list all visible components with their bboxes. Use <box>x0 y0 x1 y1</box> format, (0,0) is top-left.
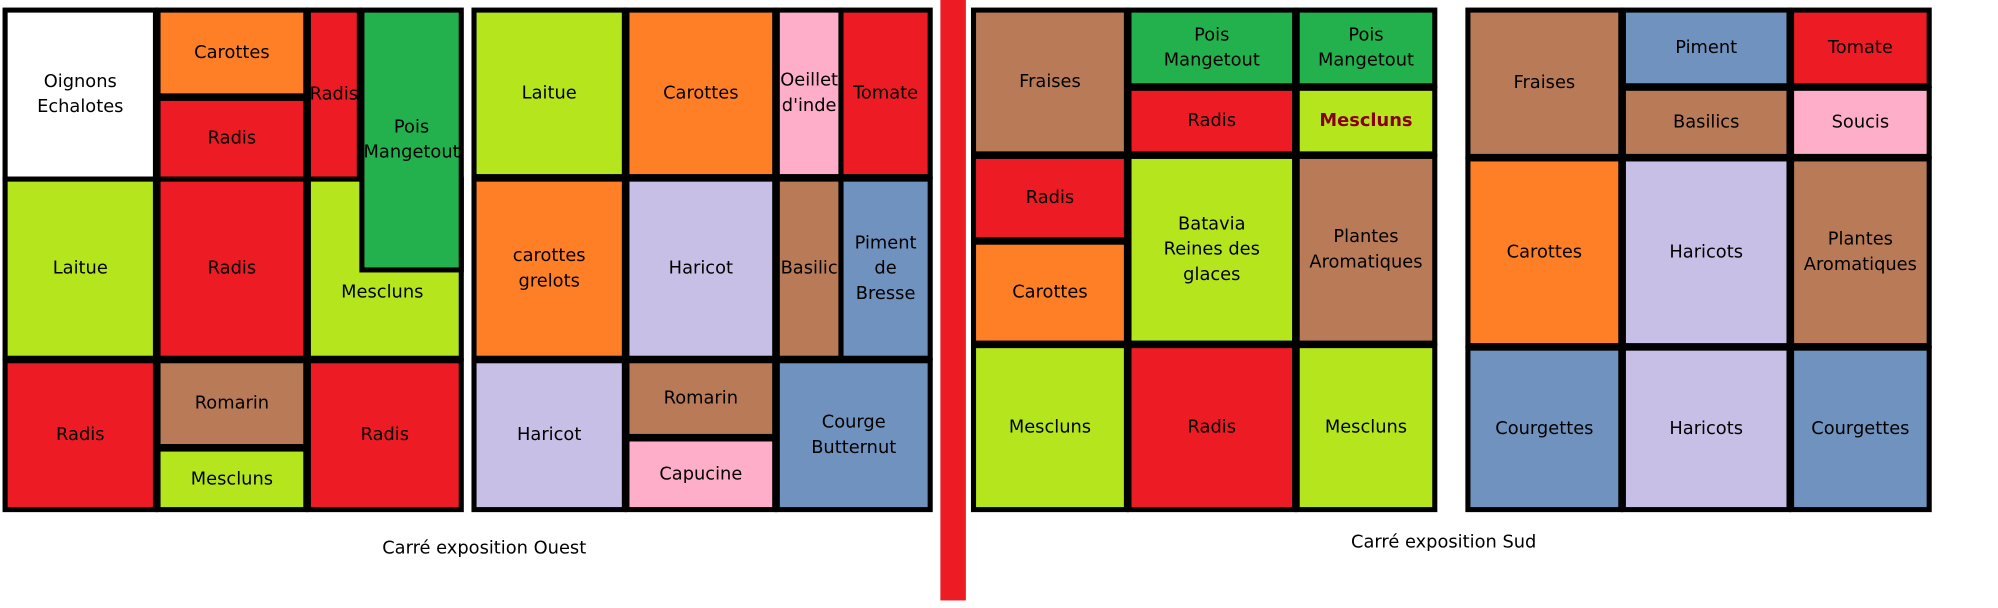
plot-label: grelots <box>519 271 580 291</box>
plot-label: Courgettes <box>1811 419 1909 439</box>
plot-label: Mescluns <box>191 469 273 489</box>
plot-label: d'inde <box>782 96 837 116</box>
plot-label: Courge <box>822 413 886 433</box>
plot <box>155 446 309 513</box>
plot-label: Echalotes <box>37 97 123 117</box>
plot <box>155 358 309 450</box>
plot-label: Oignons <box>44 72 117 92</box>
plot <box>1465 345 1624 513</box>
plot <box>1620 345 1792 513</box>
plot-label: Mescluns <box>341 283 423 303</box>
plot-label: Haricots <box>1669 242 1743 262</box>
plot <box>1789 156 1932 349</box>
plot-label: Romarin <box>195 394 269 414</box>
plot-label: Radis <box>1188 111 1236 131</box>
plot-label: Mescluns <box>1319 111 1412 131</box>
plot-label: Laitue <box>53 259 108 279</box>
plot-label: Bresse <box>856 284 916 304</box>
plot-label: Mangetout <box>364 143 460 163</box>
plot-label: Aromatiques <box>1309 252 1422 272</box>
plot <box>838 176 933 361</box>
plot <box>624 436 778 513</box>
plot-label: Piment <box>855 234 917 254</box>
plot <box>471 358 627 513</box>
plot <box>359 7 464 273</box>
plot-label: Radis <box>1026 188 1074 208</box>
plot-label: Butternut <box>811 438 896 458</box>
plot-label: Tomate <box>1827 38 1893 58</box>
plot <box>2 358 159 513</box>
plot-label: Haricot <box>517 425 581 445</box>
plot <box>624 7 778 180</box>
plot <box>970 7 1129 157</box>
plot-label: Carottes <box>1507 242 1582 262</box>
plot-label: Radis <box>208 129 256 149</box>
plot-label: Radis <box>208 259 256 279</box>
plot-label: Romarin <box>664 389 738 409</box>
plot-label: Batavia <box>1178 215 1245 235</box>
plot-label: Pois <box>1348 25 1383 45</box>
plot-label: Mescluns <box>1009 418 1091 438</box>
plot-label: Haricots <box>1669 419 1743 439</box>
plot <box>305 358 464 513</box>
plot <box>1294 153 1438 346</box>
plot <box>774 358 933 513</box>
plot <box>774 7 844 180</box>
plot <box>1789 345 1932 513</box>
plot-label: Oeillet <box>780 71 838 91</box>
plot <box>471 176 627 361</box>
plot <box>624 176 778 361</box>
plot-label: Haricot <box>669 259 733 279</box>
plot-label: Capucine <box>659 464 742 484</box>
caption: Carré exposition Ouest <box>382 539 586 559</box>
plot-label: Fraises <box>1019 72 1081 92</box>
plot-label: Carottes <box>194 43 269 63</box>
plot-label: Carottes <box>1012 283 1087 303</box>
plot <box>970 153 1129 243</box>
plot-label: Carottes <box>663 83 738 103</box>
plot <box>1789 85 1932 159</box>
plot <box>1465 7 1624 159</box>
plot-label: Mangetout <box>1318 51 1414 71</box>
plot <box>1126 7 1298 89</box>
plot <box>1294 343 1438 513</box>
plot-label: Radis <box>56 425 104 445</box>
plot-label: Radis <box>310 85 358 105</box>
plot-label: Soucis <box>1832 112 1890 132</box>
plot-label: Plantes <box>1828 230 1893 250</box>
plot-label: Basilics <box>1673 112 1739 132</box>
plot-label: Aromatiques <box>1804 255 1917 275</box>
plot-label: Radis <box>361 425 409 445</box>
plot-label: Laitue <box>522 83 577 103</box>
plot <box>1294 7 1438 89</box>
plot-label: Fraises <box>1514 73 1576 93</box>
plot-label: de <box>874 259 896 279</box>
divider <box>940 0 966 601</box>
plot-label: Radis <box>1188 418 1236 438</box>
plot-label: Piment <box>1675 38 1737 58</box>
plot <box>1294 85 1438 157</box>
plot-label: Reines des <box>1164 240 1260 260</box>
plot <box>2 7 159 182</box>
plot-label: Plantes <box>1333 227 1398 247</box>
plot-label: Mescluns <box>1325 418 1407 438</box>
plot <box>1789 7 1932 89</box>
plot-label: Pois <box>1194 25 1229 45</box>
plot-label: Mangetout <box>1164 51 1260 71</box>
plot-label: Courgettes <box>1495 419 1593 439</box>
plot <box>1126 343 1298 513</box>
caption: Carré exposition Sud <box>1351 532 1536 552</box>
plot-label: glaces <box>1183 265 1240 285</box>
plot-label: Pois <box>394 117 429 137</box>
plot-label: carottes <box>513 246 586 266</box>
plot-label: Tomate <box>852 83 918 103</box>
plot-label: Basilic <box>781 259 838 279</box>
